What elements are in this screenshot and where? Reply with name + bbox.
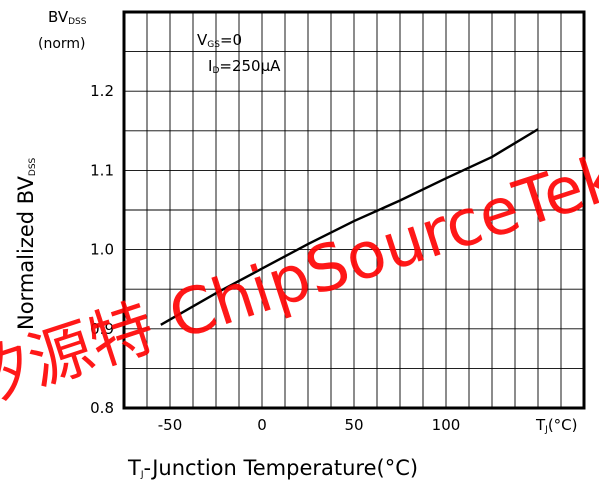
top-label-unit: (norm) [38, 36, 86, 52]
grid-lines [124, 12, 584, 408]
y-tick-label: 0.9 [90, 320, 114, 338]
watermark: 矽源特 ChipSourceTek [0, 140, 599, 421]
y-axis-title: Normalized BVDSS [14, 157, 38, 330]
top-label: BVDSS [48, 8, 87, 27]
x-tick-label: 50 [344, 416, 363, 434]
tick-labels: -50 0 50 100 0.8 0.9 1.0 1.1 1.2 [90, 82, 460, 434]
plot-frame [122, 10, 586, 410]
series-layer [160, 128, 539, 326]
series-line [160, 128, 539, 326]
x-axis-end-label: TJ(°C) [535, 416, 578, 435]
y-tick-label: 1.1 [90, 161, 114, 179]
y-tick-label: 0.8 [90, 399, 114, 417]
watermark-text: 矽源特 ChipSourceTek [0, 140, 599, 421]
y-tick-label: 1.2 [90, 82, 114, 100]
x-tick-label: 0 [257, 416, 267, 434]
condition-id: ID=250μA [208, 57, 281, 76]
y-tick-label: 1.0 [90, 241, 114, 259]
x-tick-label: -50 [158, 416, 183, 434]
condition-vgs: VGS=0 [197, 31, 242, 50]
x-axis-title: TJ-Junction Temperature(°C) [127, 456, 418, 480]
x-tick-label: 100 [432, 416, 461, 434]
